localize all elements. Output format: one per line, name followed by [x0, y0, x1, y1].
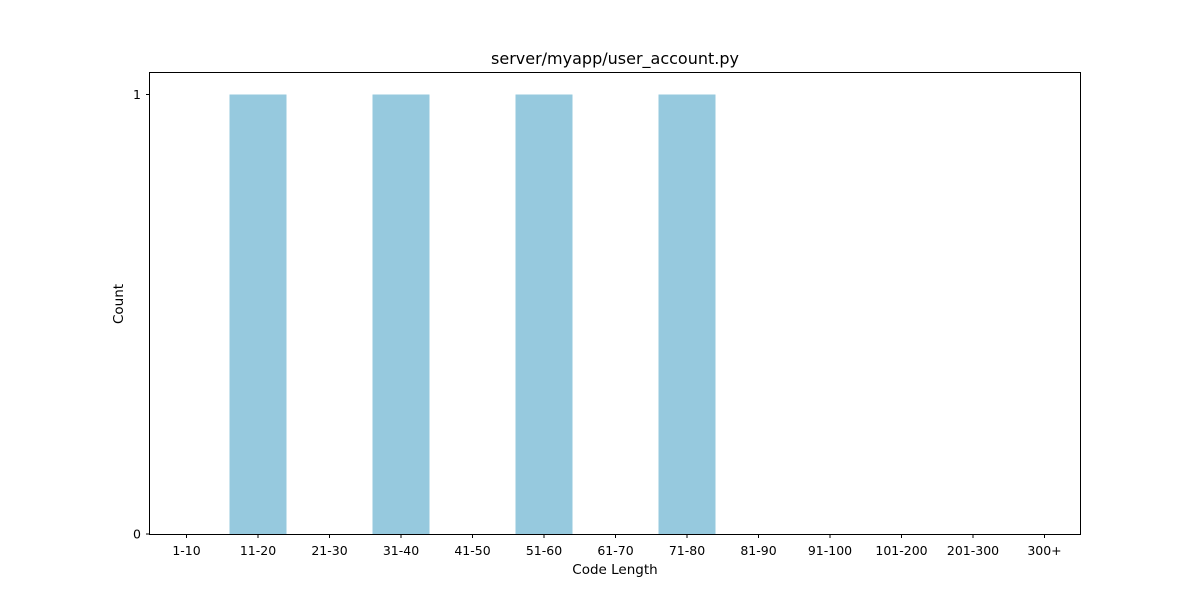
y-tick-label: 0	[133, 527, 141, 542]
x-axis: 1-10 11-20 21-30 31-40 41-50 51-60 61-70 71-80 8…	[172, 534, 1062, 558]
x-axis-label: Code Length	[572, 562, 657, 578]
bar-71-80	[658, 94, 716, 534]
x-tick-label: 201-300	[947, 543, 999, 558]
y-tick-label: 1	[133, 87, 141, 102]
x-tick-label: 1-10	[172, 543, 200, 558]
y-axis: 01	[133, 87, 150, 542]
x-tick-label: 51-60	[526, 543, 562, 558]
x-tick-label: 91-100	[808, 543, 852, 558]
x-tick-label: 101-200	[875, 543, 927, 558]
chart-title: server/myapp/user_account.py	[491, 49, 739, 69]
x-tick-label: 71-80	[669, 543, 705, 558]
bar-51-60	[515, 94, 573, 534]
bar-31-40	[372, 94, 430, 534]
x-tick-label: 61-70	[597, 543, 633, 558]
plot-frame	[149, 72, 1081, 535]
x-tick-label: 81-90	[740, 543, 776, 558]
x-tick-label: 31-40	[383, 543, 419, 558]
bar-11-20	[229, 94, 287, 534]
bars-layer	[229, 94, 716, 534]
x-tick-label: 300+	[1027, 543, 1061, 558]
x-tick-label: 11-20	[240, 543, 276, 558]
x-tick-label: 21-30	[311, 543, 347, 558]
y-axis-label: Count	[111, 284, 127, 324]
x-tick-label: 41-50	[454, 543, 490, 558]
